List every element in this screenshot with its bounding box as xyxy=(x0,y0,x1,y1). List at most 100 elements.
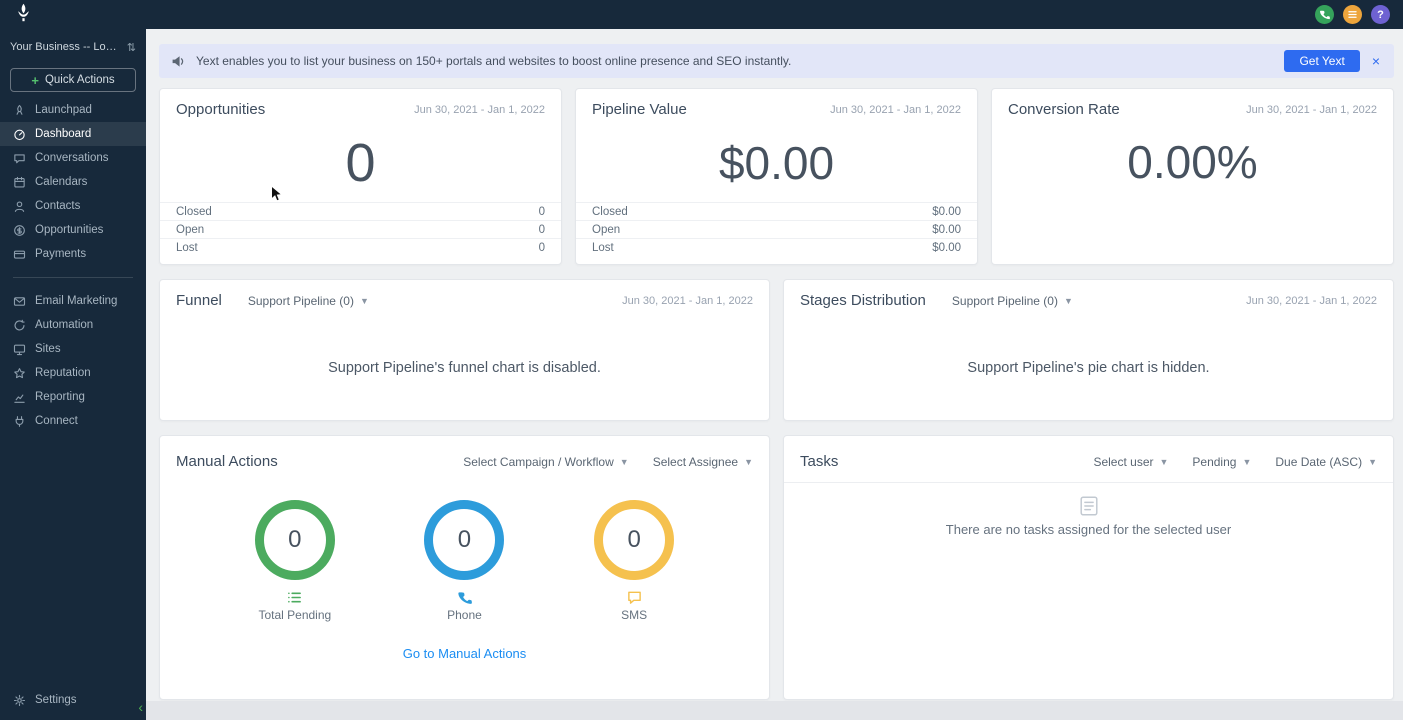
sidebar-item-label: Sites xyxy=(35,343,61,355)
menu-icon[interactable] xyxy=(1343,5,1362,24)
filter-label: Pending xyxy=(1192,454,1237,469)
chevron-down-icon: ▼ xyxy=(1368,456,1377,467)
sidebar-item-automation[interactable]: Automation xyxy=(0,313,146,337)
plug-icon xyxy=(13,415,26,428)
sidebar-item-email-marketing[interactable]: Email Marketing xyxy=(0,289,146,313)
stat-label: Open xyxy=(176,223,205,236)
megaphone-icon xyxy=(171,54,186,69)
manual-actions-card: Manual Actions Select Campaign / Workflo… xyxy=(159,435,770,700)
sidebar-item-payments[interactable]: Payments xyxy=(0,242,146,266)
tasks-empty-message: There are no tasks assigned for the sele… xyxy=(945,522,1232,537)
stat-row-open: Open $0.00 xyxy=(576,220,977,238)
sort-filter-dropdown[interactable]: Due Date (ASC) ▼ xyxy=(1275,455,1377,469)
user-filter-dropdown[interactable]: Select user ▼ xyxy=(1093,455,1168,469)
chart-line-icon xyxy=(13,391,26,404)
sidebar: Your Business -- Loui... ⇅ + Quick Actio… xyxy=(0,0,146,720)
sidebar-item-label: Launchpad xyxy=(35,104,92,116)
sms-stat: 0 SMS xyxy=(594,500,675,622)
chevron-down-icon: ▼ xyxy=(1063,295,1073,306)
plus-icon: + xyxy=(31,72,39,88)
card-title: Funnel xyxy=(176,292,222,309)
sidebar-item-reputation[interactable]: Reputation xyxy=(0,361,146,385)
credit-card-icon xyxy=(13,248,26,261)
go-to-manual-actions-link[interactable]: Go to Manual Actions xyxy=(402,646,527,661)
stat-row-closed: Closed $0.00 xyxy=(576,202,977,220)
chat-bubble-icon xyxy=(13,152,26,165)
stat-caption: SMS xyxy=(621,608,648,622)
sidebar-nav-secondary: Email Marketing Automation Sites Reputat… xyxy=(0,289,146,433)
date-range: Jun 30, 2021 - Jan 1, 2022 xyxy=(1246,103,1377,116)
stat-value: $0.00 xyxy=(932,205,961,218)
conversion-rate-value: 0.00% xyxy=(1127,135,1258,188)
total-pending-ring: 0 xyxy=(254,500,335,580)
filter-label: Select Assignee xyxy=(652,454,739,469)
phone-icon[interactable] xyxy=(1315,5,1334,24)
sidebar-item-connect[interactable]: Connect xyxy=(0,409,146,433)
sms-bubble-icon xyxy=(627,590,642,605)
sidebar-item-contacts[interactable]: Contacts xyxy=(0,194,146,218)
calendar-icon xyxy=(13,176,26,189)
sidebar-item-sites[interactable]: Sites xyxy=(0,337,146,361)
close-banner-icon[interactable]: × xyxy=(1371,53,1380,69)
status-filter-dropdown[interactable]: Pending ▼ xyxy=(1192,455,1251,469)
business-name: Your Business -- Loui... xyxy=(10,41,120,53)
manual-actions-stats: 0 Total Pending 0 Phone xyxy=(160,482,769,622)
pipeline-filter-dropdown[interactable]: Support Pipeline (0) ▼ xyxy=(952,294,1073,308)
refresh-icon xyxy=(13,319,26,332)
sidebar-item-reporting[interactable]: Reporting xyxy=(0,385,146,409)
topbar: ? xyxy=(146,0,1403,29)
quick-actions-label: Quick Actions xyxy=(44,74,115,86)
sidebar-item-label: Dashboard xyxy=(35,128,92,140)
get-yext-button[interactable]: Get Yext xyxy=(1284,50,1360,72)
filter-label: Support Pipeline (0) xyxy=(247,293,354,308)
stat-value: $0.00 xyxy=(932,241,961,254)
help-icon[interactable]: ? xyxy=(1371,5,1390,24)
envelope-icon xyxy=(13,295,26,308)
assignee-filter-dropdown[interactable]: Select Assignee ▼ xyxy=(653,455,753,469)
sidebar-item-label: Automation xyxy=(35,319,94,331)
actions-row: Manual Actions Select Campaign / Workflo… xyxy=(159,435,1394,700)
sidebar-item-calendars[interactable]: Calendars xyxy=(0,170,146,194)
stat-value: 0 xyxy=(538,205,545,218)
opportunities-value: 0 xyxy=(345,133,376,193)
charts-row: Funnel Support Pipeline (0) ▼ Jun 30, 20… xyxy=(159,279,1394,421)
card-title: Manual Actions xyxy=(176,453,278,470)
pipeline-breakdown: Closed $0.00 Open $0.00 Lost $0.00 xyxy=(576,202,977,256)
business-switcher[interactable]: Your Business -- Loui... ⇅ xyxy=(0,34,146,60)
sort-arrows-icon: ⇅ xyxy=(126,41,136,54)
sidebar-item-settings[interactable]: Settings xyxy=(0,688,146,712)
phone-icon xyxy=(457,590,472,605)
sidebar-item-conversations[interactable]: Conversations xyxy=(0,146,146,170)
campaign-filter-dropdown[interactable]: Select Campaign / Workflow ▼ xyxy=(463,455,628,469)
date-range: Jun 30, 2021 - Jan 1, 2022 xyxy=(622,294,753,307)
dollar-circle-icon xyxy=(13,224,26,237)
phone-ring: 0 xyxy=(424,500,505,580)
filter-label: Select Campaign / Workflow xyxy=(463,454,614,469)
quick-actions-button[interactable]: + Quick Actions xyxy=(10,68,136,92)
sidebar-item-launchpad[interactable]: Launchpad xyxy=(0,98,146,122)
pipeline-filter-dropdown[interactable]: Support Pipeline (0) ▼ xyxy=(248,294,369,308)
filter-label: Due Date (ASC) xyxy=(1275,454,1363,469)
opportunities-breakdown: Closed 0 Open 0 Lost 0 xyxy=(160,202,561,256)
chevron-down-icon: ▼ xyxy=(619,456,629,467)
date-range: Jun 30, 2021 - Jan 1, 2022 xyxy=(414,103,545,116)
sidebar-item-label: Conversations xyxy=(35,152,109,164)
sidebar-item-label: Email Marketing xyxy=(35,295,118,307)
filter-label: Select user xyxy=(1093,454,1154,469)
monitor-icon xyxy=(13,343,26,356)
main-content: Yext enables you to list your business o… xyxy=(146,29,1403,720)
sidebar-item-label: Contacts xyxy=(35,200,81,212)
sidebar-item-label: Reputation xyxy=(35,367,91,379)
sidebar-item-label: Calendars xyxy=(35,176,88,188)
funnel-card: Funnel Support Pipeline (0) ▼ Jun 30, 20… xyxy=(159,279,770,421)
list-icon xyxy=(287,590,302,605)
sidebar-spacer xyxy=(0,433,146,688)
card-title: Tasks xyxy=(800,453,839,470)
sms-ring: 0 xyxy=(594,500,675,580)
sidebar-item-opportunities[interactable]: Opportunities xyxy=(0,218,146,242)
collapse-sidebar-icon[interactable]: ‹ xyxy=(138,699,143,715)
stat-value: 0 xyxy=(538,241,545,254)
sidebar-item-dashboard[interactable]: Dashboard xyxy=(0,122,146,146)
mouse-cursor-icon xyxy=(270,184,284,208)
gear-icon xyxy=(13,694,26,707)
